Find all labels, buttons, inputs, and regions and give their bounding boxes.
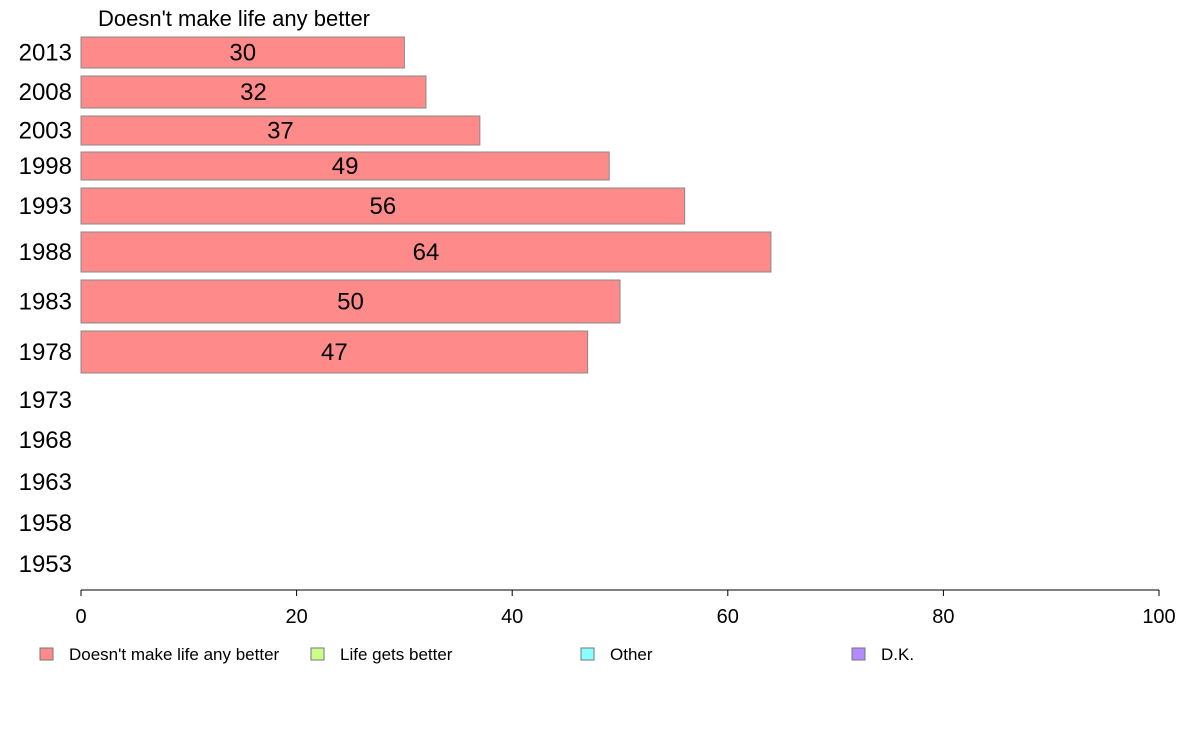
bar-value-label: 64 (413, 239, 440, 266)
year-label: 1953 (19, 551, 72, 578)
bar (80, 330, 589, 374)
chart-title: Doesn't make life any better (98, 6, 370, 31)
year-label: 2013 (19, 40, 72, 67)
year-label: 1973 (19, 387, 72, 414)
x-tick-label: 0 (75, 606, 86, 628)
year-label: 2003 (19, 118, 72, 145)
year-label: 1988 (19, 239, 72, 266)
year-label: 1998 (19, 153, 72, 180)
legend-swatch (39, 647, 54, 661)
bar-value-label: 47 (321, 339, 348, 366)
bar-value-label: 30 (229, 40, 256, 67)
legend-swatch (851, 647, 866, 661)
legend-label: Life gets better (340, 645, 453, 664)
bar (80, 187, 686, 225)
bar (80, 279, 621, 324)
legend: Doesn't make life any better Life gets be… (39, 645, 914, 664)
bar-value-label: 56 (369, 193, 396, 220)
bar-value-label: 49 (332, 153, 359, 180)
bar (80, 75, 427, 109)
legend-label: Other (610, 645, 653, 664)
legend-label: Doesn't make life any better (69, 645, 280, 664)
bar (80, 115, 481, 146)
year-label: 1983 (19, 289, 72, 316)
x-tick-label: 100 (1142, 606, 1175, 628)
x-tick-label: 60 (717, 606, 739, 628)
x-tick-label: 20 (285, 606, 307, 628)
year-labels: 2013 2008 2003 1998 1993 1988 1983 1978 1973 1968… (19, 40, 72, 579)
bars (80, 36, 772, 374)
bar-value-label: 32 (240, 79, 267, 106)
legend-swatch (580, 647, 595, 661)
x-axis: 0 20 40 60 80 100 (75, 589, 1176, 628)
legend-label: D.K. (881, 645, 914, 664)
x-tick-label: 40 (501, 606, 523, 628)
bar-value-label: 37 (267, 118, 294, 145)
legend-swatch (310, 647, 325, 661)
year-label: 1993 (19, 193, 72, 220)
x-tick-label: 80 (932, 606, 954, 628)
year-label: 1963 (19, 469, 72, 496)
year-label: 2008 (19, 79, 72, 106)
year-label: 1958 (19, 510, 72, 537)
year-label: 1978 (19, 339, 72, 366)
bar (80, 36, 405, 69)
bar (80, 231, 772, 273)
bar (80, 151, 610, 181)
year-label: 1968 (19, 427, 72, 454)
bar-value-label: 50 (337, 289, 364, 316)
